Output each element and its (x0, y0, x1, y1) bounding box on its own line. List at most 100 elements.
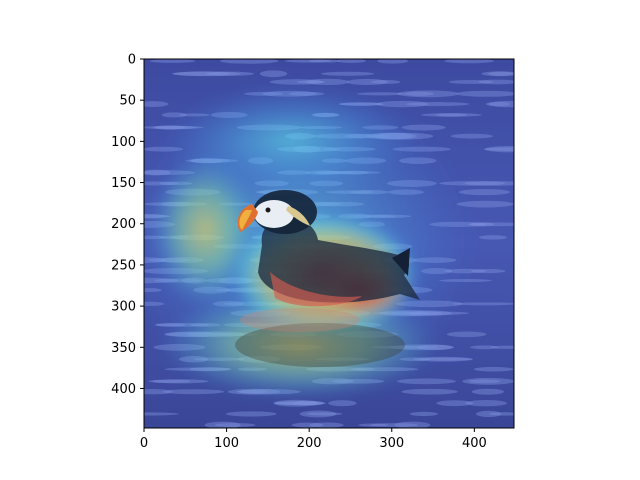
y-tick-label: 100 (111, 135, 136, 150)
ripple (144, 389, 173, 395)
ripple (204, 421, 241, 428)
ripple (144, 101, 169, 107)
y-tick-label: 250 (111, 258, 136, 273)
ripple (471, 388, 504, 395)
ripple (162, 389, 225, 395)
puffin-beak-tip (239, 210, 252, 230)
ripple (358, 423, 389, 427)
ripple (148, 379, 191, 384)
ripple (273, 399, 319, 407)
puffin-reflection (235, 308, 405, 367)
ripple (471, 268, 506, 274)
puffin-tuft (286, 206, 310, 226)
ripple (456, 90, 514, 97)
ripple (473, 366, 514, 372)
x-tick-label: 400 (462, 436, 487, 451)
ripple (469, 345, 499, 350)
puffin (237, 190, 420, 307)
ripple (435, 113, 468, 117)
ripple (465, 400, 508, 407)
plot-image (144, 59, 514, 428)
y-tick-label: 50 (119, 94, 136, 109)
ripple (478, 235, 507, 240)
ripple (173, 71, 241, 77)
y-tick-label: 0 (128, 53, 136, 68)
ripple (306, 412, 343, 416)
ripple (401, 388, 458, 395)
ripple (444, 59, 495, 64)
ripple (446, 331, 487, 338)
ripple (396, 378, 456, 385)
ripple (481, 71, 514, 77)
ripple (436, 400, 474, 407)
ripple (220, 59, 279, 64)
ripple (448, 79, 494, 84)
ripple (468, 379, 501, 384)
y-tick-label: 400 (111, 382, 136, 397)
reflection-dark (235, 323, 405, 367)
ripple (291, 422, 324, 428)
ripple (274, 401, 326, 406)
ripple (478, 79, 514, 85)
y-tick-label: 200 (111, 217, 136, 232)
ripple (292, 400, 325, 406)
y-tick-label: 300 (111, 300, 136, 315)
ripple (328, 400, 357, 407)
ripple (396, 90, 459, 98)
ripple (458, 189, 511, 196)
ripple (462, 377, 514, 385)
ripple (206, 71, 255, 76)
ripple (377, 59, 409, 64)
ripple (420, 113, 482, 117)
plot-frame (143, 58, 515, 429)
ripple (320, 71, 375, 76)
y-tick-label: 350 (111, 341, 136, 356)
puffin-body (258, 217, 420, 303)
x-tick-label: 0 (140, 436, 148, 451)
ripple (259, 70, 288, 78)
ripple (394, 421, 431, 428)
puffin-belly (270, 272, 362, 307)
ripple (144, 412, 180, 416)
ripple (485, 101, 511, 107)
ripple (483, 147, 514, 151)
ripple (336, 59, 367, 63)
ripple (452, 302, 514, 306)
x-tick-label: 100 (214, 436, 239, 451)
ripple (171, 71, 230, 76)
ripple (284, 59, 332, 63)
x-tick-label: 200 (297, 436, 322, 451)
ripple (468, 222, 514, 227)
ripple (405, 102, 470, 107)
puffin-tail (392, 248, 410, 276)
ripple (409, 411, 438, 417)
ripple (488, 412, 514, 416)
reflection-warm (240, 308, 360, 332)
ripple (346, 78, 388, 85)
y-axis: 0 50 100 150 200 250 300 350 400 (111, 53, 144, 397)
ripple (225, 411, 277, 417)
ripple (370, 423, 419, 428)
ripple (490, 345, 514, 349)
ripple (404, 91, 434, 96)
puffin-face (254, 200, 294, 228)
ripple (456, 200, 514, 208)
ripple (274, 401, 324, 406)
ripple (469, 222, 495, 227)
ripple (149, 59, 196, 63)
x-tick-label: 300 (379, 436, 404, 451)
ripple (464, 181, 514, 186)
ripple (299, 410, 337, 418)
ripple (488, 100, 514, 108)
y-tick-label: 150 (111, 176, 136, 191)
ripple (450, 133, 493, 139)
ripple (309, 422, 344, 428)
puffin-eye (265, 207, 271, 213)
ripple (308, 59, 341, 63)
x-axis: 0 100 200 300 400 (140, 428, 487, 451)
ripple (484, 146, 514, 153)
ripple (475, 410, 502, 418)
ripple (214, 423, 256, 428)
ripple (370, 80, 401, 84)
